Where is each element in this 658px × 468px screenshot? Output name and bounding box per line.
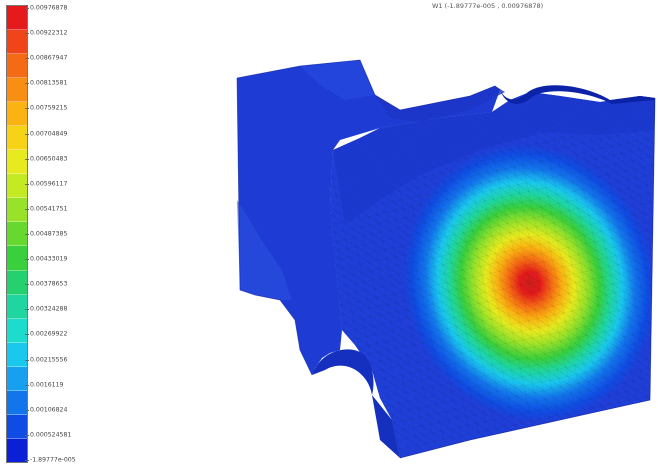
colorbar-tick bbox=[25, 234, 29, 235]
colorbar-label: 0.00541751 bbox=[30, 205, 68, 213]
colorbar-label: 0.00269922 bbox=[30, 330, 68, 338]
colorbar-labels: 0.00976878 0.00922312 0.00867947 0.00813581… bbox=[25, 4, 120, 464]
colorbar-label: 0.00922312 bbox=[30, 29, 68, 37]
colorbar-tick bbox=[25, 434, 29, 436]
colorbar-label: 0.00813581 bbox=[30, 79, 68, 87]
colorbar-label: 0.00867947 bbox=[30, 54, 68, 62]
outline bbox=[236, 59, 656, 459]
colorbar-band bbox=[7, 174, 27, 199]
colorbar-tick bbox=[25, 259, 29, 261]
colorbar-band bbox=[7, 366, 27, 391]
colorbar-tick bbox=[25, 108, 29, 110]
colorbar-band bbox=[7, 102, 27, 127]
colorbar-band bbox=[7, 294, 27, 319]
colorbar-tick bbox=[25, 359, 29, 361]
colorbar-tick bbox=[25, 183, 29, 185]
colorbar-band bbox=[7, 318, 27, 343]
colorbar-band bbox=[7, 270, 27, 295]
colorbar-band bbox=[7, 390, 27, 415]
colorbar-band bbox=[7, 6, 27, 31]
colorbar-label: 0.00596117 bbox=[30, 180, 68, 188]
bottom-notch bbox=[312, 349, 400, 458]
colorbar-label: 0.00324288 bbox=[30, 305, 68, 313]
colorbar-tick bbox=[25, 384, 29, 386]
top-shade bbox=[300, 60, 375, 100]
colorbar-band bbox=[7, 438, 27, 462]
colorbar-tick bbox=[25, 409, 29, 411]
colorbar-band bbox=[7, 30, 27, 55]
colorbar-tick bbox=[25, 334, 29, 336]
colorbar-band bbox=[7, 414, 27, 439]
colorbar-band bbox=[7, 342, 27, 367]
colorbar-band bbox=[7, 126, 27, 151]
colorbar-band bbox=[7, 150, 27, 175]
colorbar-band bbox=[7, 54, 27, 79]
colorbar-band bbox=[7, 78, 27, 103]
colorbar-label: 0.00704849 bbox=[30, 130, 68, 138]
colorbar-tick bbox=[25, 58, 29, 60]
colorbar-tick bbox=[25, 208, 29, 210]
colorbar-tick bbox=[25, 309, 29, 311]
colorbar-tick bbox=[25, 83, 29, 85]
top-notch-edge bbox=[500, 85, 655, 104]
colorbar-tick bbox=[25, 284, 29, 286]
colorbar-tick bbox=[25, 8, 29, 9]
left-panel-shade bbox=[237, 200, 292, 300]
colorbar bbox=[6, 5, 28, 463]
colorbar-label: 0.00378653 bbox=[30, 280, 68, 288]
colorbar-label: 0.00106824 bbox=[30, 406, 68, 414]
colorbar-tick bbox=[25, 460, 29, 461]
legend-title: W1 (-1.89777e-005 , 0.00976878) bbox=[432, 2, 544, 10]
colorbar-band bbox=[7, 222, 27, 247]
colorbar-tick bbox=[25, 158, 29, 160]
colorbar-label: 0.00650483 bbox=[30, 155, 68, 163]
colorbar-label: 0.00487385 bbox=[30, 230, 68, 238]
colorbar-label: 0.00976878 bbox=[30, 4, 68, 12]
colorbar-label: 0.00215556 bbox=[30, 356, 68, 364]
colorbar-label: 0.00759215 bbox=[30, 104, 68, 112]
colorbar-label: -1.89777e-005 bbox=[30, 456, 76, 464]
colorbar-label: 0.000524581 bbox=[30, 431, 72, 439]
colorbar-band bbox=[7, 198, 27, 223]
colorbar-label: 0.0016119 bbox=[30, 381, 64, 389]
colorbar-tick bbox=[25, 133, 29, 135]
back-left-panel bbox=[237, 60, 500, 375]
colorbar-tick bbox=[25, 33, 29, 35]
colorbar-band bbox=[7, 246, 27, 271]
colorbar-label: 0.00433019 bbox=[30, 255, 68, 263]
